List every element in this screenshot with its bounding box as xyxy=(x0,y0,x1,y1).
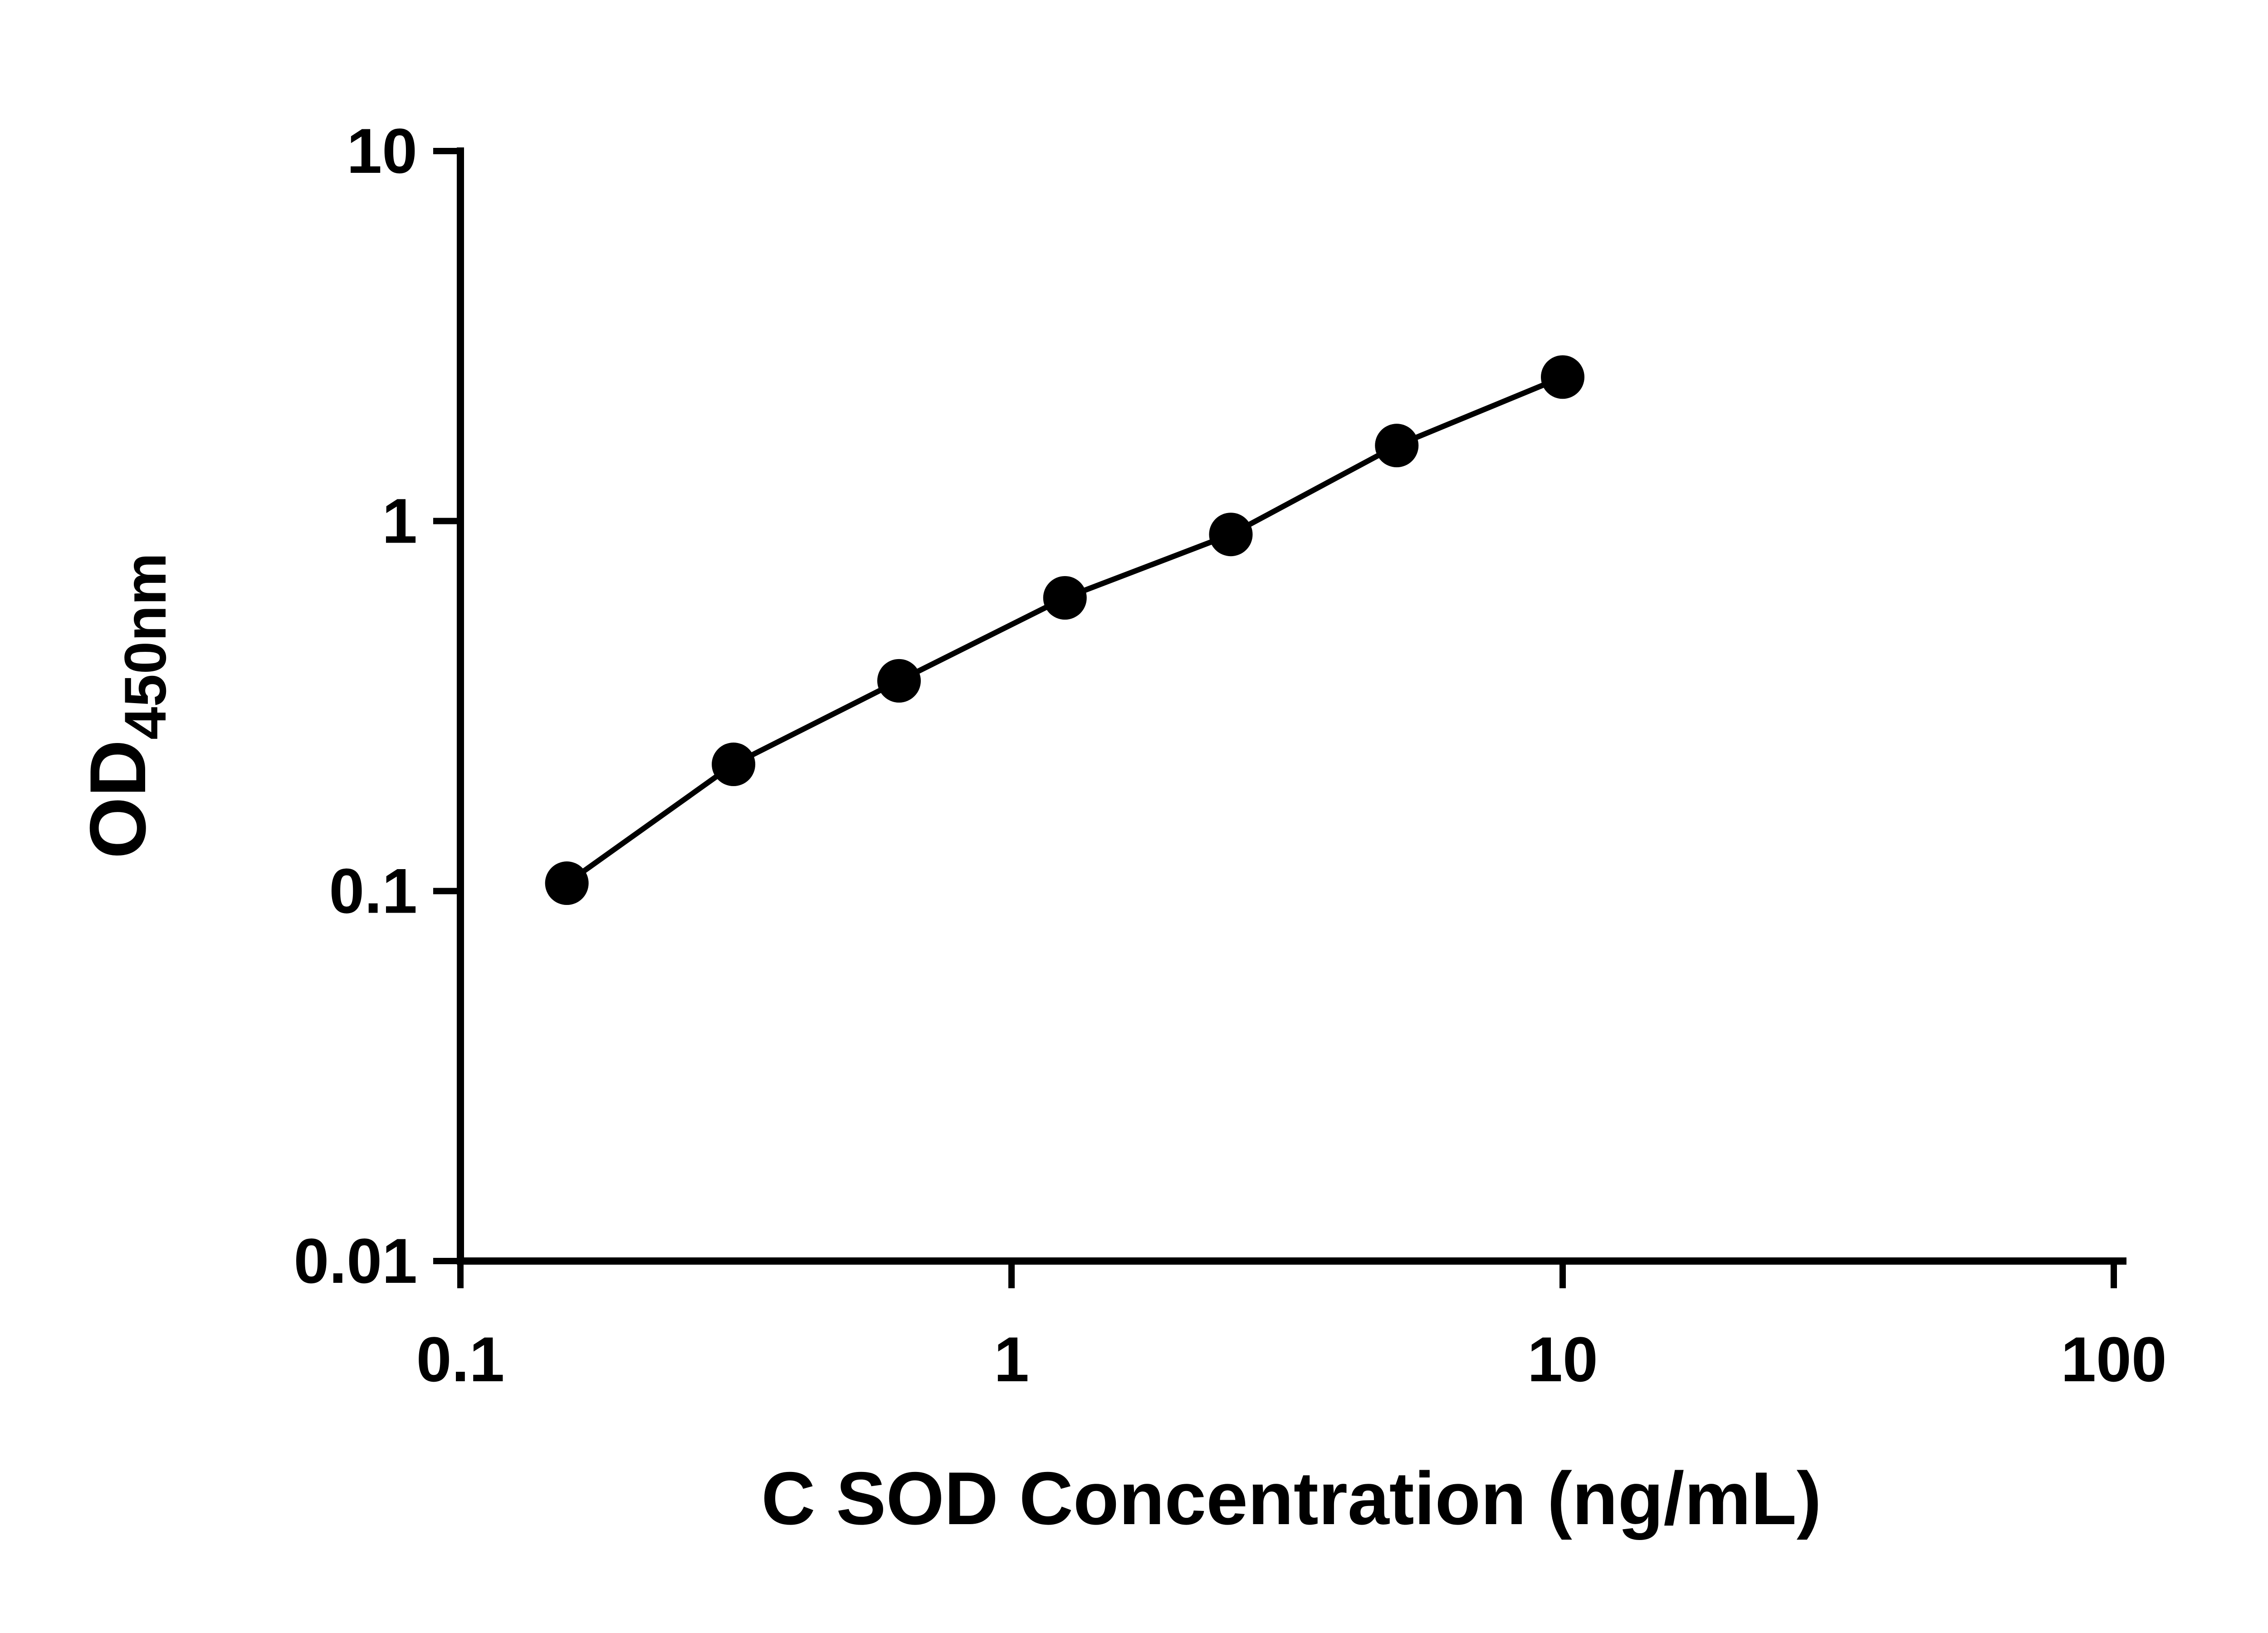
x-tick-label: 10 xyxy=(1527,1324,1598,1395)
y-axis-title-main: OD xyxy=(74,740,162,859)
y-axis-title-subscript: 450nm xyxy=(112,553,178,740)
y-ticks xyxy=(433,148,460,1264)
y-tick-labels: 10 1 0.1 0.01 xyxy=(294,115,417,1296)
x-tick-labels: 0.1 1 10 100 xyxy=(416,1324,2167,1395)
data-point xyxy=(1541,355,1584,399)
data-point xyxy=(1043,576,1087,620)
x-tick-label: 1 xyxy=(994,1324,1029,1395)
data-point xyxy=(1375,424,1419,468)
x-tick-label: 100 xyxy=(2061,1324,2167,1395)
y-tick-label: 1 xyxy=(382,485,417,557)
data-point xyxy=(712,743,756,787)
data-point xyxy=(545,861,589,905)
data-point xyxy=(1209,513,1253,557)
data-point xyxy=(877,659,921,703)
x-ticks xyxy=(457,1261,2117,1288)
y-tick-label: 0.01 xyxy=(294,1225,417,1296)
x-tick-label: 0.1 xyxy=(416,1324,505,1395)
plot-area: 0.1 1 10 100 10 1 0.1 0.01 C SOD Concentration… xyxy=(74,115,2167,1540)
y-tick-label: 0.1 xyxy=(329,855,417,926)
x-axis-title: C SOD Concentration (ng/mL) xyxy=(761,1457,1821,1540)
y-axis-title: OD450nm xyxy=(74,553,178,859)
y-tick-label: 10 xyxy=(347,115,417,186)
data-points xyxy=(545,355,1584,905)
